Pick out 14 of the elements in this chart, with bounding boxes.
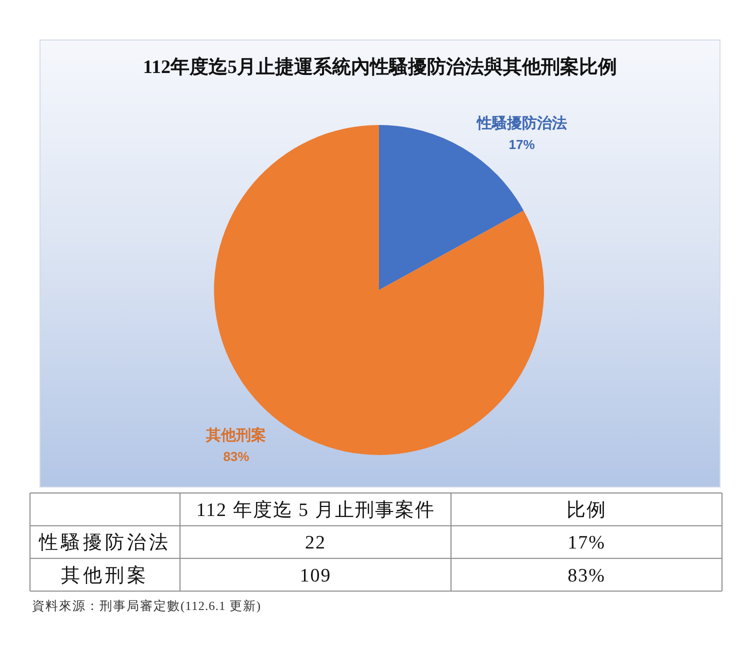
data-label: 83% bbox=[223, 449, 250, 464]
data-label: 17% bbox=[508, 136, 536, 152]
text: 83% bbox=[568, 565, 606, 586]
data-label: 22 bbox=[305, 532, 326, 554]
text: 112 年度迄 5 月止刑事案件 bbox=[196, 498, 435, 521]
slice-label: 其他刑案 bbox=[205, 426, 266, 444]
category-label: 性騷擾防治法 bbox=[38, 532, 171, 554]
chart-title: 112年度迄5月止捷運系統內性騷擾防治法與其他刑案比例 bbox=[143, 56, 617, 78]
source-note: 資料來源：刑事局審定數(112.6.1 更新) bbox=[32, 598, 261, 614]
text: 17% bbox=[568, 532, 606, 554]
category-label: 其他刑案 bbox=[61, 564, 149, 586]
text: 比例 bbox=[566, 500, 606, 521]
slice-label: 性騷擾防治法 bbox=[476, 114, 567, 132]
data-label: 109 bbox=[300, 565, 332, 586]
